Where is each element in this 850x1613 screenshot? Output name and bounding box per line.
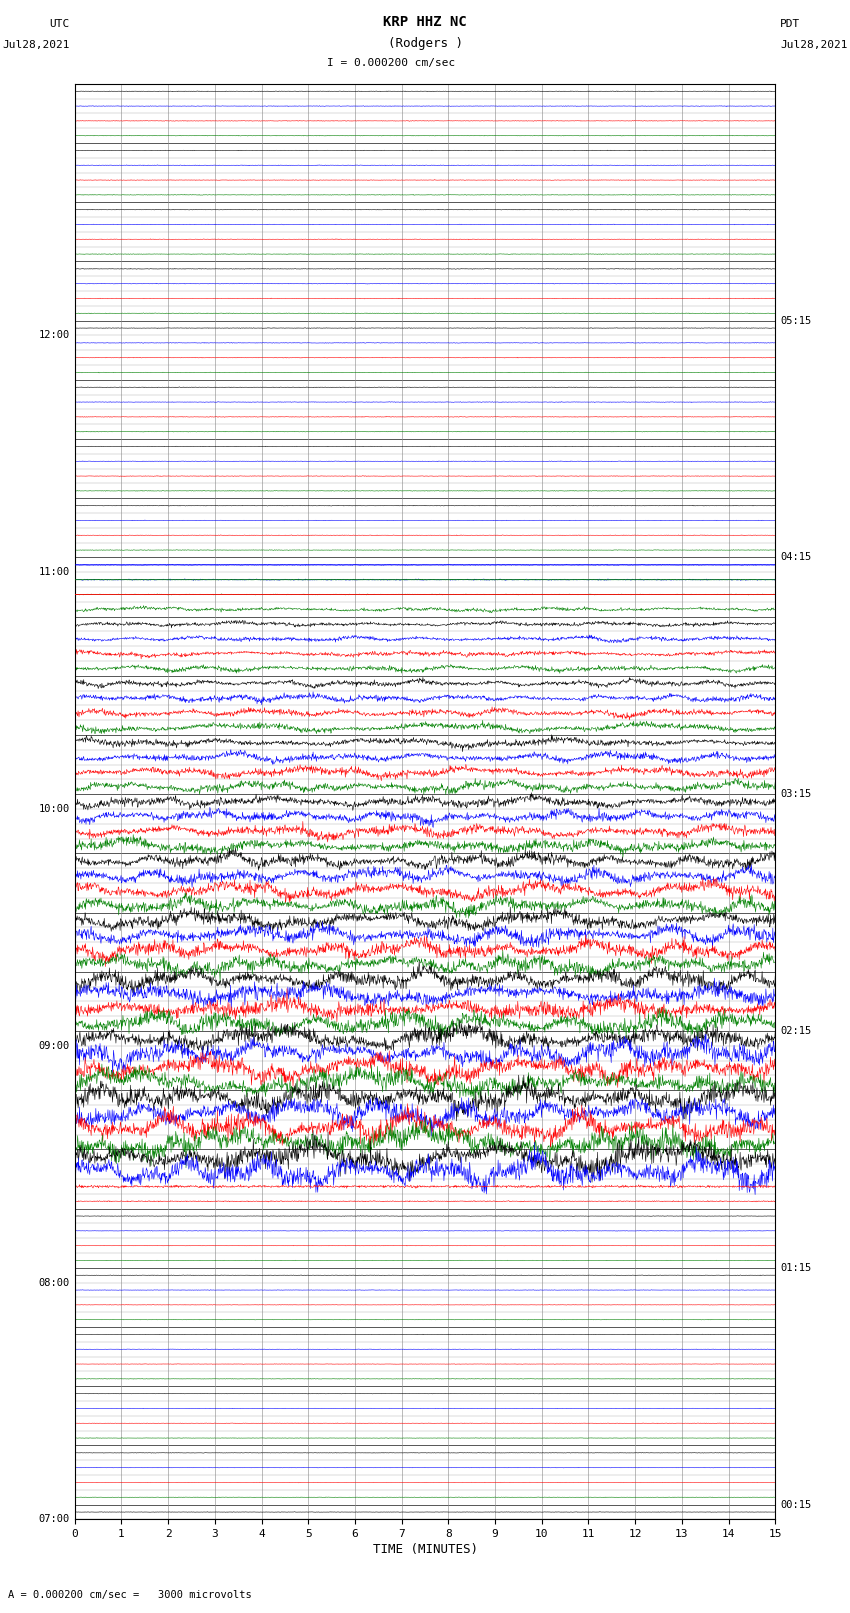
Text: 04:15: 04:15 [780, 553, 812, 563]
X-axis label: TIME (MINUTES): TIME (MINUTES) [372, 1544, 478, 1557]
Text: 09:00: 09:00 [38, 1040, 70, 1050]
Text: 12:00: 12:00 [38, 331, 70, 340]
Text: 07:00: 07:00 [38, 1515, 70, 1524]
Text: 02:15: 02:15 [780, 1026, 812, 1036]
Text: A = 0.000200 cm/sec =   3000 microvolts: A = 0.000200 cm/sec = 3000 microvolts [8, 1590, 252, 1600]
Text: 00:15: 00:15 [780, 1500, 812, 1510]
Text: Jul28,2021: Jul28,2021 [3, 40, 70, 50]
Text: I = 0.000200 cm/sec: I = 0.000200 cm/sec [327, 58, 455, 68]
Text: Jul28,2021: Jul28,2021 [780, 40, 847, 50]
Text: 08:00: 08:00 [38, 1277, 70, 1287]
Text: 01:15: 01:15 [780, 1263, 812, 1273]
Text: 11:00: 11:00 [38, 568, 70, 577]
Text: (Rodgers ): (Rodgers ) [388, 37, 462, 50]
Text: 05:15: 05:15 [780, 316, 812, 326]
Text: KRP HHZ NC: KRP HHZ NC [383, 15, 467, 29]
Text: PDT: PDT [780, 19, 801, 29]
Text: 03:15: 03:15 [780, 789, 812, 800]
Text: UTC: UTC [49, 19, 70, 29]
Text: 10:00: 10:00 [38, 803, 70, 815]
